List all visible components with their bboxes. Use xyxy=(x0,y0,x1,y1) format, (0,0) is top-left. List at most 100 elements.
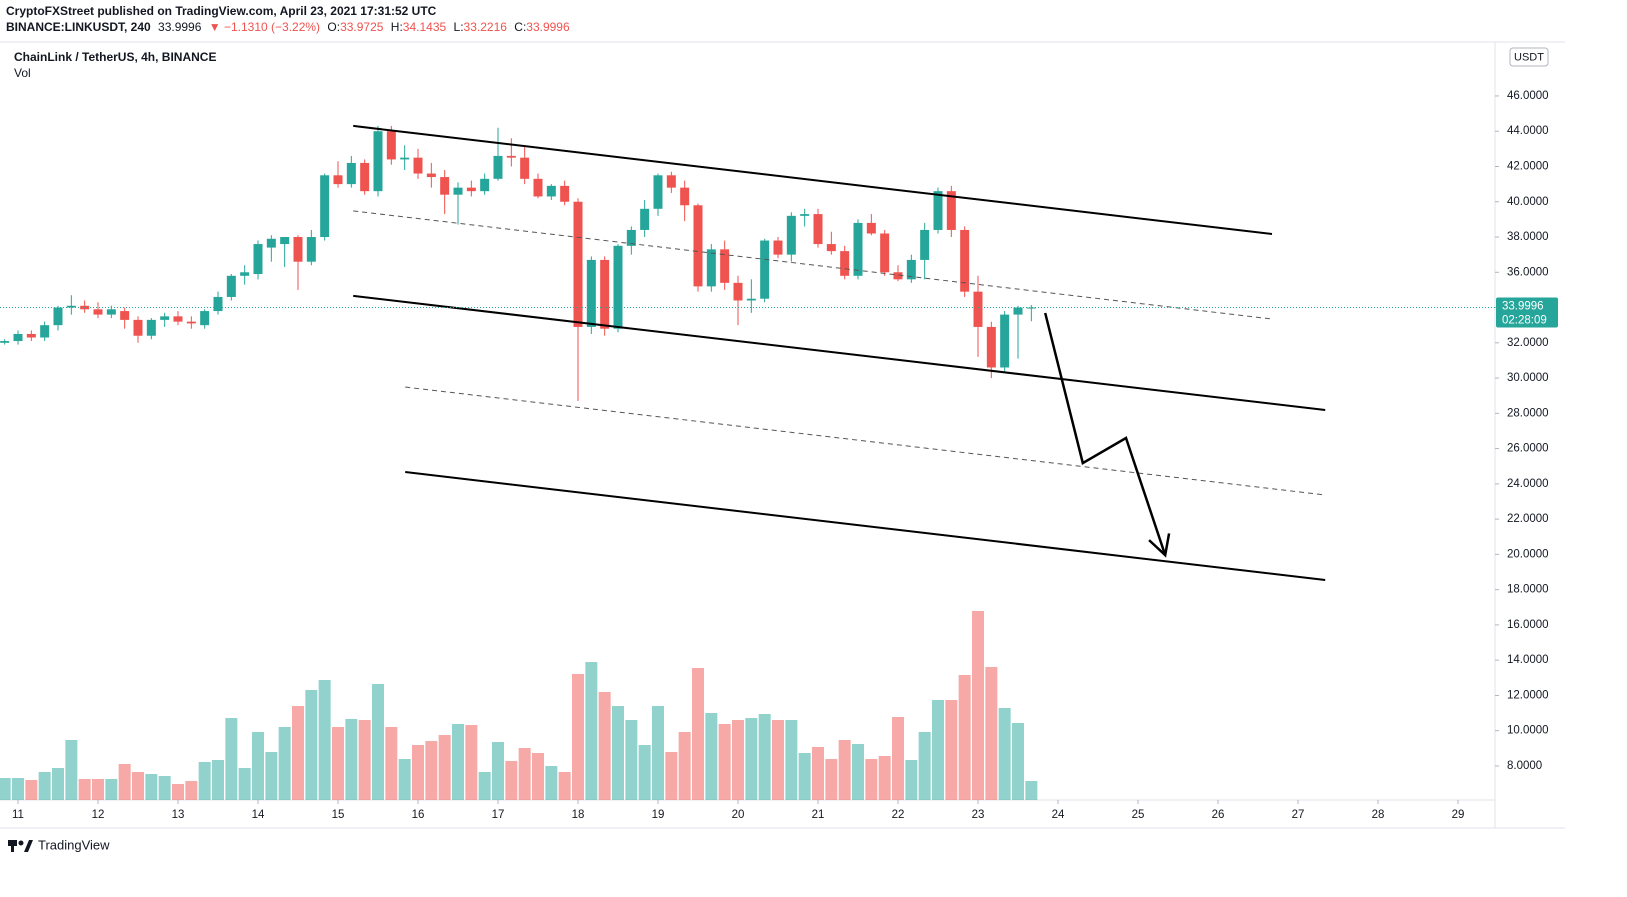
trend-line xyxy=(353,124,1273,236)
y-tick-label: 12.0000 xyxy=(1507,689,1549,701)
candle-body xyxy=(106,309,116,315)
volume-bar xyxy=(292,706,304,800)
candle-body xyxy=(466,187,476,192)
volume-bar xyxy=(12,778,24,800)
candle-body xyxy=(853,222,863,276)
x-tick-label: 23 xyxy=(972,809,985,821)
volume-bar xyxy=(972,611,984,800)
footer-brand: TradingView xyxy=(38,837,110,852)
candle-body xyxy=(226,275,236,297)
volume-bar xyxy=(1012,723,1024,800)
candle-body xyxy=(866,222,876,234)
candle-body xyxy=(493,155,503,179)
candle-body xyxy=(773,240,783,255)
volume-bar xyxy=(225,718,238,800)
x-tick-label: 19 xyxy=(652,809,665,821)
candle-body xyxy=(26,333,36,338)
candle-body xyxy=(573,201,583,327)
candle-body xyxy=(13,333,23,342)
volume-bar xyxy=(945,700,958,800)
volume-bar xyxy=(692,668,704,800)
volume-bar xyxy=(772,720,784,800)
volume-bar xyxy=(532,753,544,800)
volume-bar xyxy=(65,740,78,800)
candle-body xyxy=(626,229,636,246)
volume-bar xyxy=(638,745,651,800)
volume-bar xyxy=(958,675,971,800)
candle-body xyxy=(506,155,516,158)
candle-body xyxy=(200,311,210,326)
y-tick-label: 38.0000 xyxy=(1507,231,1549,243)
candle-body xyxy=(960,229,970,292)
volume-bar xyxy=(518,748,531,800)
low-value: 33.2216 xyxy=(464,20,508,34)
volume-bar xyxy=(132,772,144,800)
volume-bar xyxy=(358,720,371,800)
volume-bar xyxy=(438,735,451,800)
h-label: H: xyxy=(391,20,403,34)
header-quote: BINANCE:LINKUSDT, 240 33.9996 ▼ −1.1310 … xyxy=(6,20,570,34)
y-tick-label: 20.0000 xyxy=(1507,548,1549,560)
candle-body xyxy=(146,319,156,336)
volume-bar xyxy=(758,714,771,800)
candle-body xyxy=(893,272,903,280)
candle-body xyxy=(640,208,650,230)
candle-body xyxy=(293,237,303,262)
x-tick-label: 25 xyxy=(1132,809,1145,821)
candle-body xyxy=(0,341,10,343)
candle-body xyxy=(173,316,183,322)
volume-bar xyxy=(585,662,598,800)
candle-body xyxy=(213,296,223,312)
candle-body xyxy=(746,298,756,301)
candle-body xyxy=(1013,307,1023,315)
volume-bar xyxy=(665,752,678,800)
volume-bar xyxy=(798,753,811,800)
volume-bar xyxy=(185,781,198,800)
volume-bar xyxy=(678,732,691,800)
y-tick-label: 10.0000 xyxy=(1507,725,1549,737)
candle-body xyxy=(186,321,196,324)
publisher: CryptoFXStreet published on TradingView.… xyxy=(6,4,437,18)
candle-body xyxy=(760,240,770,299)
x-tick-label: 27 xyxy=(1292,809,1305,821)
y-tick-label: 30.0000 xyxy=(1507,372,1549,384)
candle-body xyxy=(986,326,996,368)
volume-bar xyxy=(718,724,731,800)
candle-body xyxy=(826,244,836,252)
candle-body xyxy=(386,131,396,160)
trend-line xyxy=(405,471,1326,581)
y-tick-label: 32.0000 xyxy=(1507,337,1549,349)
volume-bar xyxy=(0,778,11,800)
volume-bar xyxy=(238,768,251,800)
y-tick-label: 36.0000 xyxy=(1507,266,1549,278)
volume-bar xyxy=(985,667,998,800)
volume-bar xyxy=(105,779,118,800)
candle-body xyxy=(880,233,890,273)
volume-bar xyxy=(612,706,624,800)
candle-body xyxy=(66,305,76,308)
volume-bar xyxy=(398,759,411,800)
x-tick-label: 16 xyxy=(412,809,425,821)
candle-body xyxy=(706,249,716,287)
candle-body xyxy=(1000,314,1010,368)
candle-body xyxy=(693,205,703,287)
high-value: 34.1435 xyxy=(403,20,447,34)
volume-bar xyxy=(558,772,571,800)
x-tick-label: 14 xyxy=(252,809,265,821)
countdown: 02:28:09 xyxy=(1502,315,1547,327)
volume-bar xyxy=(92,779,104,800)
y-tick-label: 40.0000 xyxy=(1507,196,1549,208)
candle-body xyxy=(120,311,130,320)
volume-bar xyxy=(158,776,171,800)
candle-body xyxy=(600,259,610,329)
volume-bar xyxy=(145,774,158,800)
candle-body xyxy=(733,282,743,301)
volume-bar xyxy=(878,756,891,800)
volume-bar xyxy=(345,719,358,800)
o-label: O: xyxy=(327,20,340,34)
volume-bar xyxy=(825,759,838,800)
candle-body xyxy=(666,175,676,188)
y-tick-label: 42.0000 xyxy=(1507,161,1549,173)
volume-bar xyxy=(745,718,758,800)
currency-box xyxy=(1509,47,1549,67)
